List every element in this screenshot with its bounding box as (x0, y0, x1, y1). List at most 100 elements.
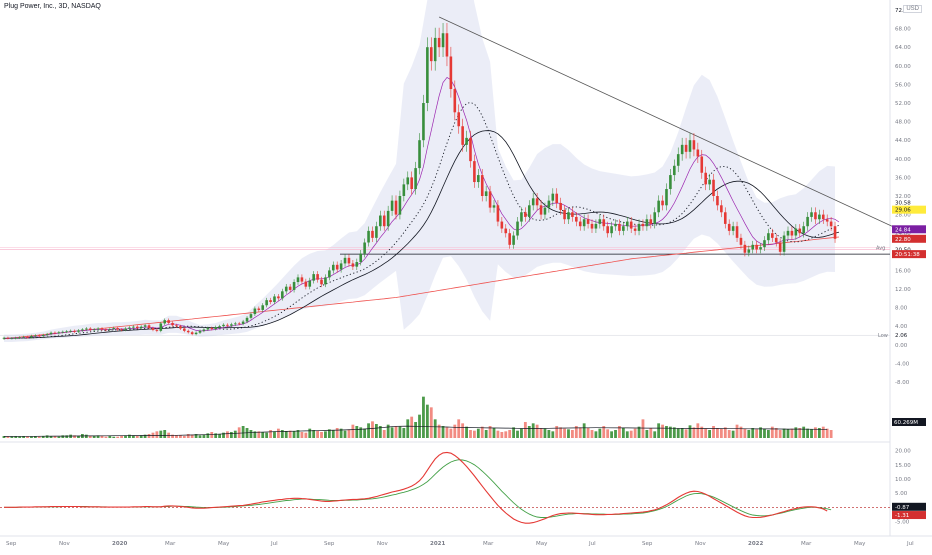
candle-body (610, 226, 613, 234)
candle-body (143, 325, 147, 327)
candle-body (359, 253, 363, 263)
volume-bar (614, 430, 617, 438)
candle-body (288, 286, 292, 290)
volume-bar (449, 428, 453, 438)
candle-body (69, 330, 72, 332)
candle-body (10, 338, 14, 340)
volume-bar (65, 435, 69, 438)
candle-body (139, 326, 143, 329)
candle-body (135, 326, 139, 329)
volume-bar (96, 435, 100, 438)
volume-bar (786, 429, 790, 438)
volume-bar (465, 426, 468, 438)
price-tick-label: 56.00 (895, 82, 911, 88)
volume-bar (770, 426, 774, 438)
candle-body (477, 175, 480, 183)
volume-bar (759, 427, 762, 438)
candle-body (606, 226, 609, 234)
candle-body (437, 37, 441, 48)
candle-body (37, 335, 41, 337)
volume-bar (571, 430, 574, 438)
volume-bar (296, 430, 300, 438)
time-tick-label: 2022 (748, 541, 763, 547)
volume-bar (253, 431, 257, 438)
volume-bar (124, 435, 127, 438)
volume-bar (41, 436, 45, 438)
volume-bar (226, 431, 229, 438)
volume-bar (104, 436, 108, 438)
candle-body (696, 149, 700, 157)
volume-bar (767, 430, 770, 438)
volume-bar (563, 428, 566, 438)
volume-bar (88, 436, 92, 438)
volume-bar (229, 432, 233, 438)
volume-bar (237, 427, 241, 438)
candle-body (449, 56, 453, 90)
volume-bar (629, 430, 633, 438)
volume-bar (273, 431, 276, 438)
candle-body (649, 219, 653, 224)
volume-bar (284, 431, 288, 438)
volume-bar (30, 436, 33, 438)
volume-bar (621, 428, 625, 438)
candle-body (708, 179, 711, 185)
volume-bar (716, 428, 719, 438)
volume-bar (371, 421, 374, 438)
volume-bar (182, 436, 186, 438)
candle-body (394, 200, 398, 215)
osc-tick-label: 5.00 (895, 491, 908, 497)
candle-body (367, 230, 370, 243)
candle-body (230, 324, 233, 326)
candle-body (410, 177, 413, 190)
symbol-title: Plug Power, Inc., 3D, NASDAQ (4, 3, 101, 10)
volume-bar (386, 424, 390, 438)
candle-body (312, 274, 315, 281)
candle-body (629, 221, 633, 229)
volume-bar (829, 430, 833, 438)
volume-bar (457, 419, 461, 438)
volume-bar (359, 427, 363, 438)
volume-bar (49, 436, 53, 438)
candle-body (241, 321, 245, 324)
candle-body (786, 230, 790, 236)
candle-body (379, 215, 382, 227)
volume-bar (500, 432, 504, 438)
volume-bar (37, 436, 41, 438)
volume-bar (128, 434, 131, 438)
volume-bar (100, 436, 104, 438)
currency-badge[interactable]: USD (903, 5, 922, 13)
volume-bar (523, 422, 527, 438)
candle-body (790, 230, 794, 236)
price-tag-box (891, 330, 927, 340)
volume-bar (676, 428, 680, 438)
candle-body (2, 337, 6, 339)
candle-body (582, 219, 586, 227)
volume-bar (684, 429, 688, 438)
candle-body (194, 332, 198, 335)
volume-bar (265, 432, 269, 438)
time-tick-label: May (854, 541, 866, 547)
price-tag-label: 30.58 (895, 201, 911, 207)
candle-body (645, 219, 649, 227)
candle-body (339, 263, 343, 270)
candle-body (226, 324, 229, 326)
candle-body (712, 179, 715, 196)
volume-bar (261, 432, 265, 438)
price-tag-box (892, 205, 926, 214)
volume-bar (112, 436, 116, 438)
volume-bar (92, 436, 96, 438)
volume-bar (343, 430, 347, 438)
candle-body (6, 337, 10, 339)
candle-body (386, 210, 390, 227)
candle-body (147, 325, 151, 329)
volume-bar (441, 426, 445, 438)
candle-body (829, 221, 833, 227)
time-tick-label: May (218, 541, 230, 547)
volume-bar (84, 434, 88, 438)
candle-body (735, 226, 739, 238)
candle-body (186, 330, 190, 333)
candle-body (218, 326, 221, 328)
candle-body (751, 244, 755, 250)
candle-body (774, 237, 778, 243)
